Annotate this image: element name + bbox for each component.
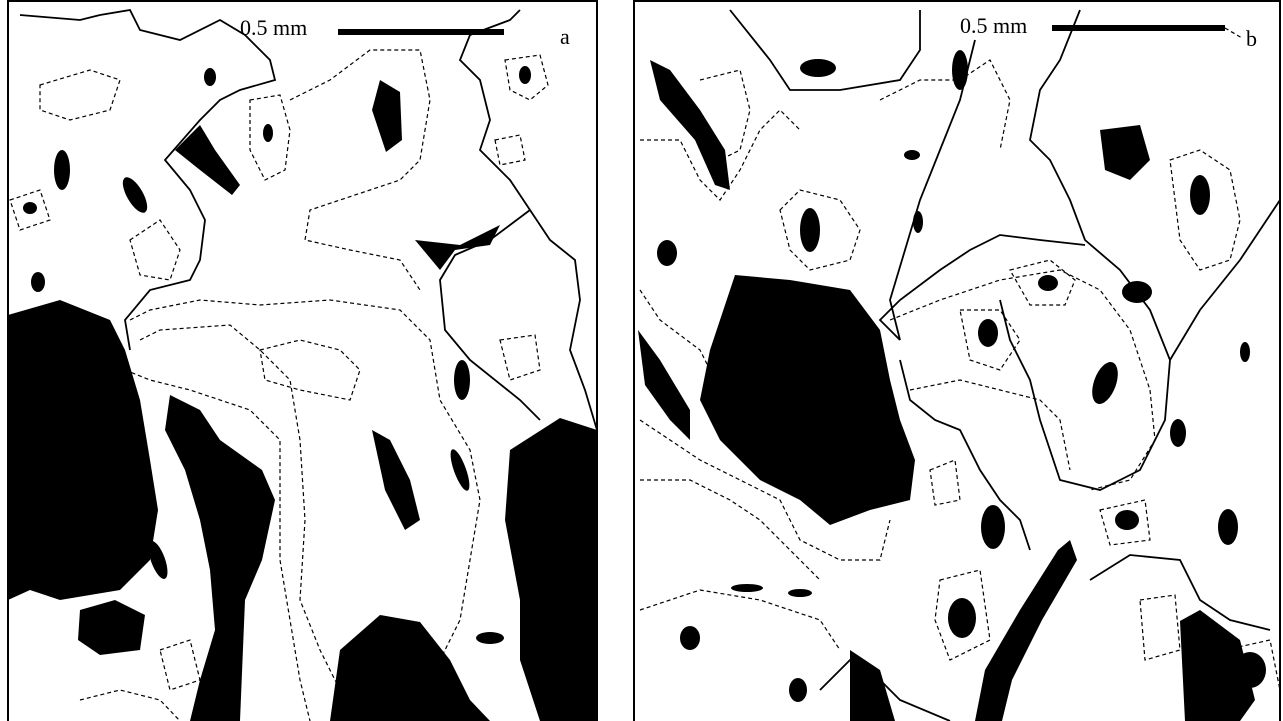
- panel-b: 0.5 mm b: [634, 1, 1280, 721]
- boundary: [20, 15, 100, 20]
- grain: [1087, 359, 1123, 408]
- grain: [700, 275, 915, 525]
- grain: [800, 59, 836, 77]
- grain: [657, 240, 677, 266]
- grain: [788, 589, 812, 597]
- boundary: [1170, 200, 1280, 360]
- contour: [160, 640, 200, 690]
- grain: [263, 124, 273, 142]
- scale-bar-label: 0.5 mm: [240, 15, 307, 40]
- panel-a: 0.5 mm a: [8, 1, 597, 721]
- grain: [118, 174, 152, 217]
- grain: [454, 360, 470, 400]
- grain: [1234, 652, 1266, 688]
- grain: [31, 272, 45, 292]
- contour: [640, 590, 840, 650]
- grain: [372, 430, 420, 530]
- grain: [447, 447, 473, 492]
- contour: [1225, 28, 1242, 38]
- contour: [910, 380, 1070, 470]
- scale-bar: [1052, 25, 1225, 31]
- grain: [1190, 175, 1210, 215]
- grain: [904, 150, 920, 160]
- panel-label: b: [1246, 26, 1257, 51]
- scale-bar-label: 0.5 mm: [960, 13, 1027, 38]
- grain: [731, 584, 763, 592]
- grain: [519, 66, 531, 84]
- grain: [978, 319, 998, 347]
- grain: [638, 330, 690, 440]
- scale-bar: [338, 29, 504, 35]
- boundary: [1090, 555, 1270, 630]
- grain: [505, 418, 597, 721]
- contour: [930, 460, 960, 505]
- boundary: [730, 10, 920, 90]
- grain: [476, 632, 504, 644]
- grain: [800, 208, 820, 252]
- panel-label: a: [560, 24, 570, 49]
- grain: [204, 68, 216, 86]
- contour: [80, 690, 180, 721]
- grain: [981, 505, 1005, 549]
- grain: [650, 60, 730, 190]
- figure: 0.5 mm a: [0, 0, 1283, 721]
- grain: [165, 395, 275, 721]
- contour: [500, 335, 540, 380]
- grain: [850, 650, 895, 721]
- grain: [1170, 419, 1186, 447]
- contour: [495, 135, 525, 165]
- grain: [330, 615, 490, 721]
- grain: [54, 150, 70, 190]
- contour: [40, 70, 120, 120]
- grain: [1218, 509, 1238, 545]
- grain: [415, 225, 500, 270]
- grain: [975, 540, 1077, 721]
- contour: [290, 50, 430, 290]
- grain: [23, 202, 37, 214]
- contour: [130, 300, 480, 660]
- grain: [1240, 342, 1250, 362]
- grain: [78, 600, 145, 655]
- grain: [680, 626, 700, 650]
- boundary: [1000, 10, 1170, 490]
- grain: [952, 50, 968, 90]
- contour: [260, 340, 360, 400]
- grain: [8, 300, 158, 600]
- grain: [1038, 275, 1058, 291]
- grain: [1100, 125, 1150, 180]
- grain: [1115, 510, 1139, 530]
- contour: [1140, 595, 1180, 660]
- grain: [913, 211, 923, 233]
- grain: [789, 678, 807, 702]
- grain: [372, 80, 402, 152]
- contour: [130, 220, 180, 280]
- grain: [948, 598, 976, 638]
